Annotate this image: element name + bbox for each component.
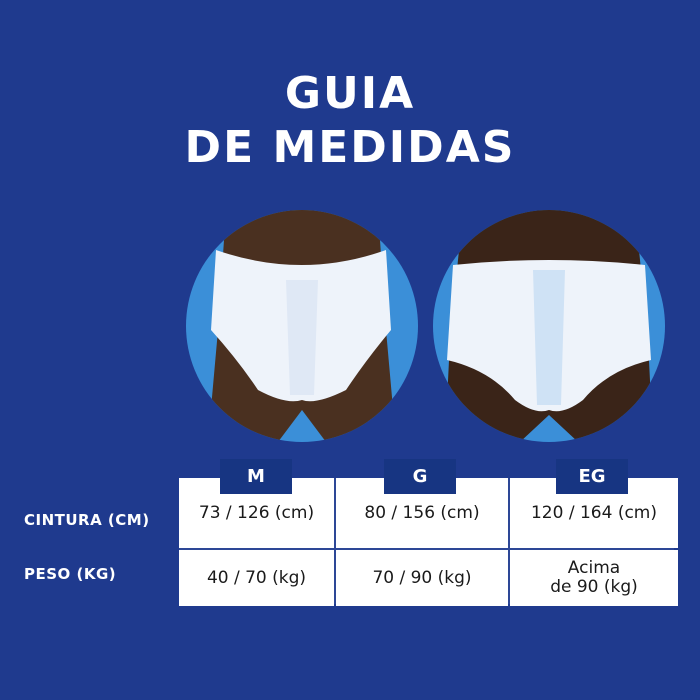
diaper-front-photo-m-icon	[208, 210, 396, 442]
cell-peso-m: 40 / 70 (kg)	[179, 550, 334, 606]
size-table: 73 / 126 (cm) 80 / 156 (cm) 120 / 164 (c…	[179, 478, 678, 606]
size-tab-g: G	[384, 459, 456, 494]
photo-size-m	[186, 210, 418, 442]
row-label-peso: PESO (KG)	[24, 565, 117, 583]
size-tab-m: M	[220, 459, 292, 494]
title-line-2: DE MEDIDAS	[184, 122, 516, 173]
size-tab-eg: EG	[556, 459, 628, 494]
photo-size-eg	[433, 210, 665, 442]
title-line-1: GUIA	[284, 68, 416, 119]
cell-cintura-eg: 120 / 164 (cm)	[510, 478, 678, 548]
diaper-front-photo-eg-icon	[445, 210, 653, 442]
row-label-cintura: CINTURA (CM)	[24, 511, 150, 529]
cell-peso-g: 70 / 90 (kg)	[336, 550, 508, 606]
cell-peso-eg: Acima de 90 (kg)	[510, 550, 678, 606]
